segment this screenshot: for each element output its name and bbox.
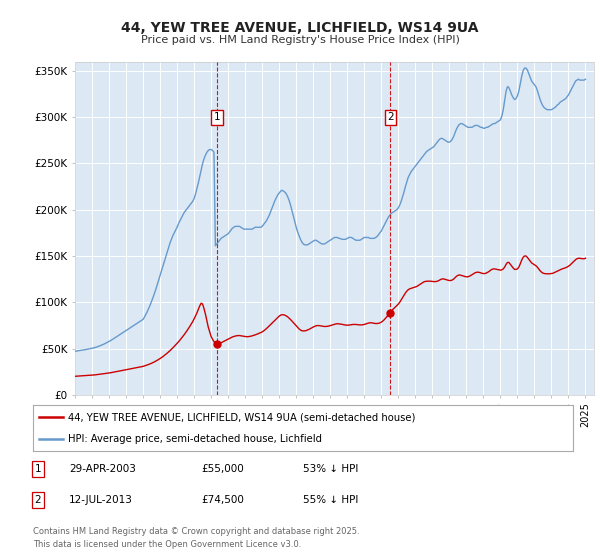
Text: 12-JUL-2013: 12-JUL-2013 (69, 495, 133, 505)
Text: 44, YEW TREE AVENUE, LICHFIELD, WS14 9UA: 44, YEW TREE AVENUE, LICHFIELD, WS14 9UA (121, 21, 479, 35)
Text: 2: 2 (387, 112, 394, 122)
Text: Contains HM Land Registry data © Crown copyright and database right 2025.: Contains HM Land Registry data © Crown c… (33, 528, 359, 536)
Text: 29-APR-2003: 29-APR-2003 (69, 464, 136, 474)
Text: HPI: Average price, semi-detached house, Lichfield: HPI: Average price, semi-detached house,… (68, 435, 322, 444)
Text: This data is licensed under the Open Government Licence v3.0.: This data is licensed under the Open Gov… (33, 540, 301, 549)
Text: 53% ↓ HPI: 53% ↓ HPI (303, 464, 358, 474)
Text: 55% ↓ HPI: 55% ↓ HPI (303, 495, 358, 505)
Text: 44, YEW TREE AVENUE, LICHFIELD, WS14 9UA (semi-detached house): 44, YEW TREE AVENUE, LICHFIELD, WS14 9UA… (68, 412, 415, 422)
Text: 2: 2 (34, 495, 41, 505)
Text: £55,000: £55,000 (201, 464, 244, 474)
Text: £74,500: £74,500 (201, 495, 244, 505)
Text: Price paid vs. HM Land Registry's House Price Index (HPI): Price paid vs. HM Land Registry's House … (140, 35, 460, 45)
Text: 1: 1 (214, 112, 220, 122)
Text: 1: 1 (34, 464, 41, 474)
